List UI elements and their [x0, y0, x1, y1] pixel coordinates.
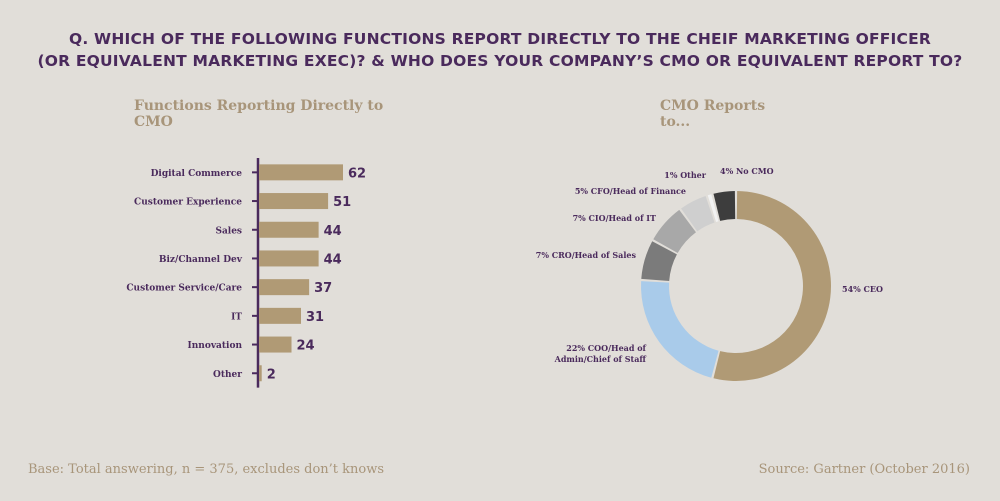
bar-0	[259, 164, 343, 181]
bar-value-label: 31	[306, 310, 324, 325]
category-label: Sales	[215, 226, 242, 236]
base-note: Base: Total answering, n = 375, excludes…	[28, 462, 385, 477]
donut-label-line: 7% CRO/Head of Sales	[536, 250, 637, 260]
bar-value-label: 37	[314, 281, 332, 296]
title-line-1: Q. WHICH OF THE FOLLOWING FUNCTIONS REPO…	[68, 30, 932, 48]
donut-label-line: 4% No CMO	[720, 166, 774, 176]
donut-label-line: Admin/Chief of Staff	[554, 354, 647, 364]
category-label: IT	[231, 312, 242, 322]
title-line-2: (OR EQUIVALENT MARKETING EXEC)? & WHO DO…	[37, 52, 963, 70]
bar-chart-title: Functions Reporting Directly to CMO	[134, 98, 384, 130]
donut-label-line: 54% CEO	[842, 284, 883, 294]
category-label: Biz/Channel Dev	[159, 255, 243, 265]
donut-slice-2	[641, 241, 677, 281]
bar-7	[259, 365, 262, 382]
donut-label: 22% COO/Head of Admin/Chief of Staff	[554, 343, 647, 364]
bar-value-label: 24	[297, 339, 315, 354]
bar-2	[259, 221, 319, 238]
bar-5	[259, 307, 301, 324]
donut-slice-5	[707, 194, 719, 223]
donut-chart-title: CMO Reports to...	[660, 98, 766, 130]
donut-label: 4% No CMO	[720, 166, 774, 176]
donut-label: 54% CEO	[842, 284, 883, 294]
bar-value-label: 51	[333, 195, 351, 210]
donut-label: 7% CRO/Head of Sales	[536, 250, 637, 260]
donut-slice-3	[653, 209, 696, 254]
bar-4	[259, 279, 310, 296]
donut-label: 7% CIO/Head of IT	[573, 213, 656, 223]
donut-slice-6	[713, 191, 736, 221]
donut-slice-1	[641, 281, 719, 378]
bar-1	[259, 193, 329, 210]
donut-label: 5% CFO/Head of Finance	[575, 186, 686, 196]
donut-label-line: 22% COO/Head of	[566, 343, 646, 353]
category-label: Customer Service/Care	[126, 284, 242, 294]
bar-6	[259, 336, 292, 353]
category-label: Other	[213, 370, 242, 380]
category-label: Digital Commerce	[151, 169, 243, 179]
donut-label-line: 1% Other	[664, 170, 707, 180]
bar-value-label: 44	[324, 224, 342, 239]
bar-value-label: 62	[348, 166, 366, 181]
donut-label-line: 5% CFO/Head of Finance	[575, 186, 686, 196]
category-label: Innovation	[188, 341, 243, 351]
donut-label-line: 7% CIO/Head of IT	[573, 213, 656, 223]
donut-slice-4	[681, 196, 715, 232]
bar-3	[259, 250, 319, 267]
donut-slice-0	[713, 191, 832, 381]
source-note: Source: Gartner (October 2016)	[758, 462, 970, 477]
donut-label: 1% Other	[664, 170, 707, 180]
chart-question-title: Q. WHICH OF THE FOLLOWING FUNCTIONS REPO…	[0, 28, 1000, 72]
bar-value-label: 44	[324, 252, 342, 267]
category-label: Customer Experience	[134, 198, 242, 208]
bar-value-label: 2	[267, 367, 276, 382]
